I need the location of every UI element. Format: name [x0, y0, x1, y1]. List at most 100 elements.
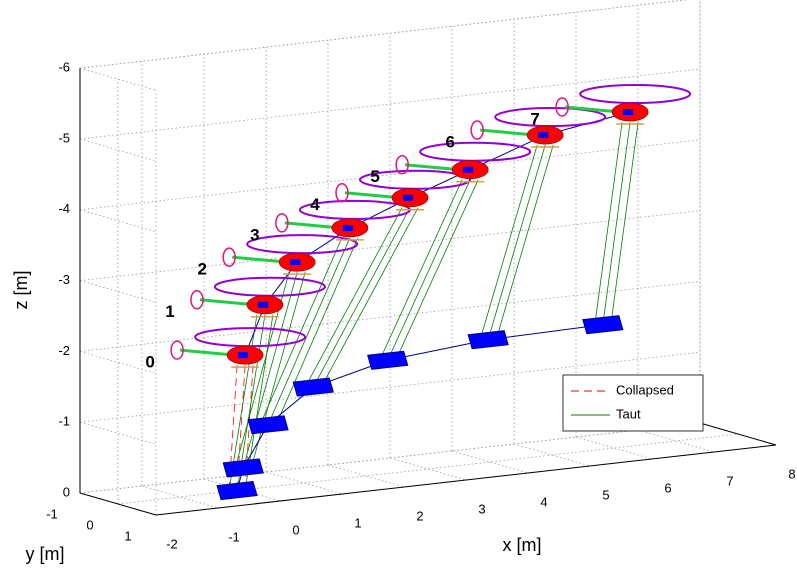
tail-rotor — [170, 340, 184, 360]
helicopter — [395, 141, 532, 183]
helicopter-label: 4 — [310, 195, 320, 214]
cable — [320, 207, 419, 388]
helicopter — [190, 276, 326, 318]
tail-rotor — [470, 120, 484, 140]
grid-line — [79, 67, 157, 91]
grid-line — [203, 478, 281, 502]
z-tick-label: -4 — [58, 201, 70, 216]
cockpit — [290, 259, 301, 266]
tail — [480, 128, 536, 137]
grid-line — [265, 471, 343, 495]
load — [292, 377, 334, 397]
rotor — [579, 84, 692, 105]
y-tick-label: -1 — [46, 506, 58, 521]
axis-line — [699, 422, 777, 446]
load — [247, 415, 289, 435]
load-trajectory — [236, 324, 603, 491]
tail — [405, 163, 461, 172]
x-tick-label: -1 — [228, 529, 240, 544]
tail-rotor — [275, 213, 289, 233]
helicopter — [275, 199, 411, 241]
x-tick-label: 3 — [478, 501, 485, 516]
tail — [179, 348, 236, 357]
load — [222, 458, 264, 478]
cable — [594, 121, 623, 325]
grid-line — [79, 280, 157, 303]
legend-label: Taut — [616, 406, 641, 421]
grid-line — [141, 485, 219, 509]
x-axis-label: x [m] — [503, 535, 542, 555]
z-tick-label: -1 — [58, 414, 70, 429]
rotor — [494, 107, 607, 128]
grid-line — [117, 433, 739, 505]
tail — [564, 105, 621, 114]
helicopter — [335, 169, 472, 211]
cable — [304, 207, 403, 388]
load — [467, 330, 509, 350]
tail-rotor — [190, 289, 204, 310]
helicopter-label: 2 — [197, 260, 206, 279]
z-tick-label: -5 — [58, 130, 70, 145]
grid-line — [79, 351, 157, 374]
tail-rotor — [222, 247, 236, 267]
y-tick-label: 1 — [124, 528, 131, 543]
y-tick-label: 0 — [86, 517, 93, 532]
z-tick-label: -6 — [58, 60, 70, 75]
grid-line — [79, 138, 157, 162]
cockpit — [257, 301, 268, 308]
x-tick-label: 6 — [664, 480, 671, 495]
cable — [259, 237, 343, 425]
grid-line — [637, 429, 715, 453]
cable — [312, 207, 411, 388]
helicopter-label: 7 — [530, 109, 539, 128]
tail — [344, 191, 401, 200]
cable — [242, 272, 298, 469]
rotor — [213, 276, 326, 297]
tail — [199, 298, 256, 307]
z-tick-label: -3 — [58, 272, 70, 287]
legend: Collapsed Taut — [562, 374, 704, 432]
x-tick-label: 0 — [292, 522, 299, 537]
tail — [232, 255, 288, 264]
tail-rotor — [555, 97, 569, 117]
grid-line — [79, 139, 701, 211]
tail-rotor — [395, 154, 409, 175]
cockpit — [238, 352, 249, 359]
legend-label: Collapsed — [616, 382, 674, 397]
axis-line — [79, 492, 157, 516]
load — [216, 481, 258, 501]
grid-line — [389, 457, 467, 481]
helicopter-label: 6 — [445, 133, 454, 152]
z-axis-label: z [m] — [11, 271, 31, 310]
helicopter — [555, 84, 692, 125]
helicopter — [222, 234, 359, 275]
cable — [479, 144, 538, 340]
cockpit — [342, 224, 353, 231]
grid-line — [513, 443, 591, 467]
grid-line — [79, 209, 157, 233]
cable — [610, 121, 639, 325]
cockpit — [538, 132, 549, 139]
grid-line — [451, 450, 529, 474]
cockpit — [403, 194, 414, 201]
cable — [267, 237, 351, 425]
cockpit — [463, 166, 474, 173]
x-tick-label: 2 — [416, 508, 423, 523]
cable — [275, 237, 359, 425]
x-tick-label: 4 — [540, 494, 547, 509]
cable — [395, 179, 479, 361]
grid-line — [575, 436, 653, 460]
x-tick-label: 8 — [788, 466, 795, 481]
helicopter — [470, 107, 607, 148]
helicopter-label: 1 — [165, 302, 174, 321]
cable — [495, 144, 554, 340]
grid-line — [327, 464, 405, 488]
x-tick-label: 7 — [726, 473, 733, 488]
cockpit — [623, 109, 634, 116]
cable — [602, 121, 631, 325]
x-tick-label: 1 — [354, 515, 361, 530]
helicopter-label: 3 — [250, 225, 259, 244]
helicopter — [170, 327, 307, 368]
tail-rotor — [335, 182, 349, 203]
